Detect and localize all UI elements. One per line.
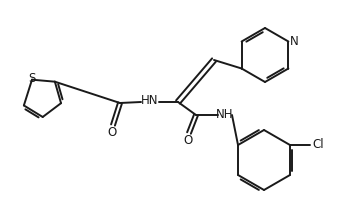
Text: NH: NH [216, 109, 234, 121]
Text: O: O [183, 134, 193, 146]
Text: Cl: Cl [312, 138, 324, 152]
Text: O: O [108, 126, 117, 138]
Text: N: N [290, 35, 299, 48]
Text: HN: HN [141, 95, 159, 108]
Text: S: S [28, 72, 36, 85]
